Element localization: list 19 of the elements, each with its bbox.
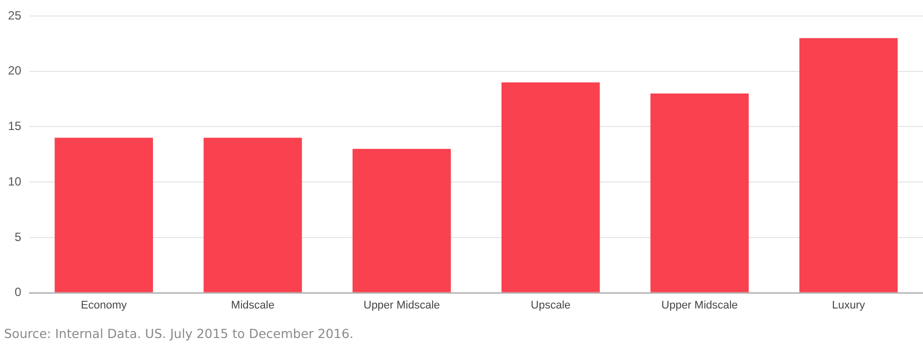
y-tick-label: 0	[14, 285, 22, 300]
bar	[352, 148, 451, 292]
y-tick-label: 10	[8, 174, 22, 188]
x-tick-label: Luxury	[832, 299, 866, 312]
y-tick-label: 5	[14, 230, 22, 244]
y-tick-label: 15	[8, 119, 22, 134]
x-tick-label: Economy	[80, 299, 128, 312]
x-tick-label: Upper Midscale	[661, 299, 738, 312]
bar	[54, 138, 153, 292]
y-tick-label: 25	[8, 8, 22, 22]
x-tick-label: Midscale	[231, 299, 274, 312]
bar	[501, 82, 600, 292]
bar	[204, 138, 302, 292]
source-note: Source: Internal Data. US. July 2015 to December 2016.	[4, 326, 354, 341]
x-tick-label: Upscale	[530, 299, 571, 312]
bar	[650, 94, 749, 292]
bar	[799, 38, 898, 292]
y-tick-label: 20	[8, 64, 22, 78]
x-tick-label: Upper Midscale	[363, 299, 440, 312]
